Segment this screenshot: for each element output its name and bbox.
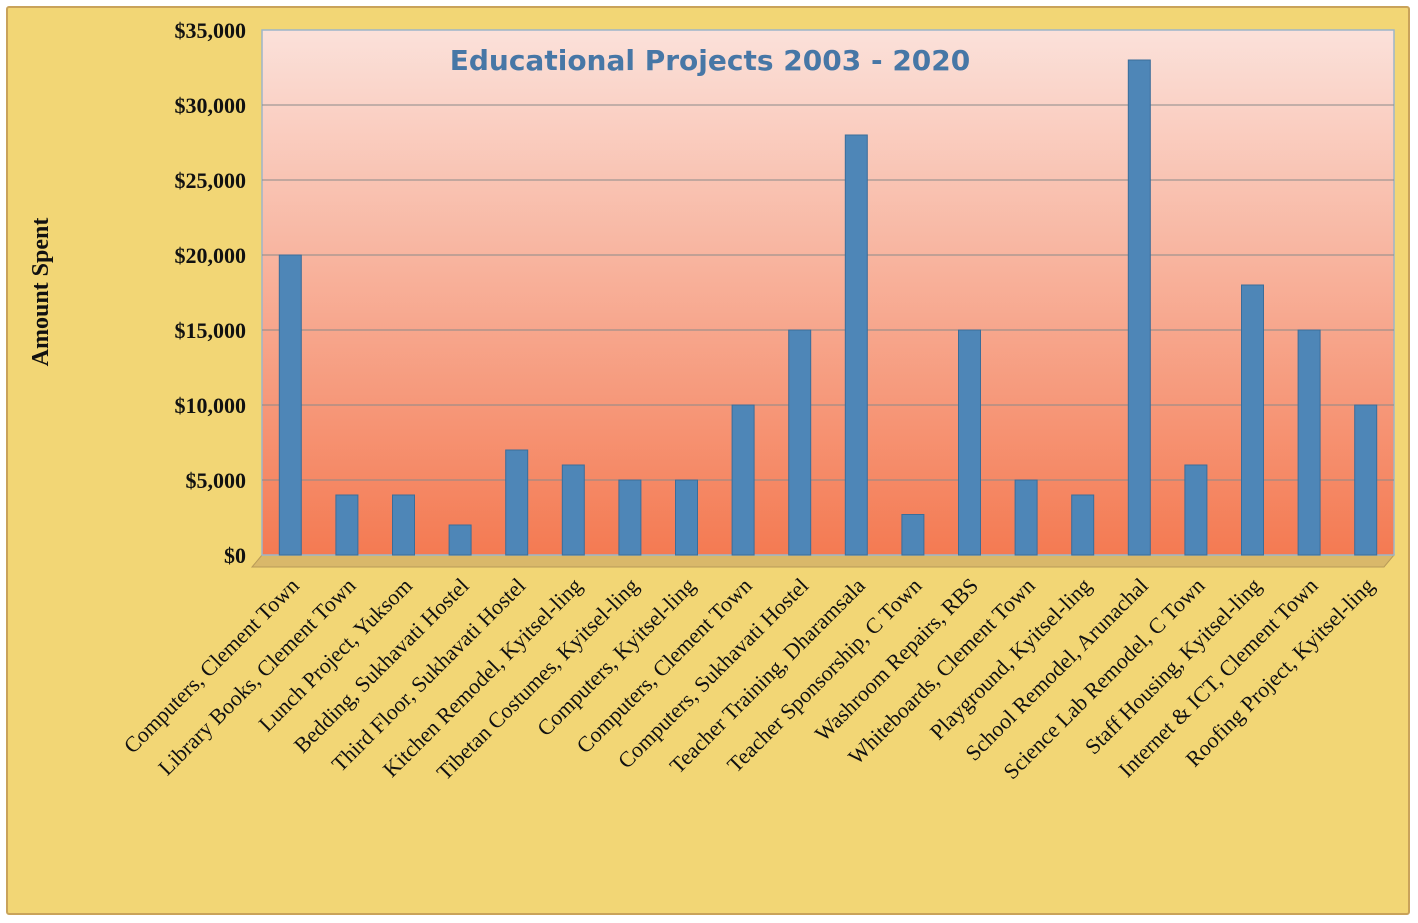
bar [1127, 59, 1151, 556]
bar [958, 329, 981, 556]
chart-title: Educational Projects 2003 - 2020 [450, 44, 971, 77]
plot-floor [250, 554, 1396, 568]
bar [1241, 284, 1264, 556]
plot-area [261, 29, 1395, 556]
bar [1297, 329, 1321, 556]
y-axis-title: Amount Spent [28, 218, 54, 367]
bar [1354, 404, 1378, 556]
bar [675, 479, 698, 556]
y-tick-label: $30,000 [175, 93, 247, 118]
bar [448, 524, 472, 556]
y-tick-label: $0 [224, 543, 246, 568]
y-tick-label: $10,000 [175, 393, 247, 418]
y-tick-label: $5,000 [186, 468, 247, 493]
bar [844, 134, 868, 556]
bar [1014, 479, 1038, 556]
bar [392, 494, 415, 556]
y-tick-label: $15,000 [175, 318, 247, 343]
bar [901, 514, 925, 556]
bar [505, 449, 529, 556]
y-tick-label: $35,000 [175, 18, 247, 43]
bar [1071, 494, 1095, 556]
bar [335, 494, 359, 556]
bar [278, 254, 302, 556]
bar [618, 479, 642, 556]
y-tick-label: $20,000 [175, 243, 247, 268]
bar [788, 329, 812, 556]
bar [731, 404, 755, 556]
y-tick-label: $25,000 [175, 168, 247, 193]
bar [1184, 464, 1208, 556]
bar [561, 464, 585, 556]
